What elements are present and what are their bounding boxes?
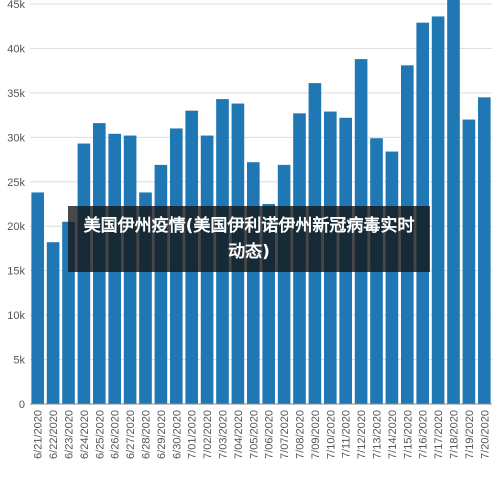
bar: [385, 151, 399, 404]
x-tick-label: 6/30/2020: [171, 410, 183, 459]
title-overlay: 美国伊州疫情(美国伊利诺伊州新冠病毒实时动态): [68, 206, 430, 272]
x-tick-label: 6/23/2020: [64, 410, 76, 459]
x-tick-label: 6/28/2020: [141, 410, 153, 459]
x-tick-label: 6/24/2020: [79, 410, 91, 459]
x-tick-label: 6/21/2020: [33, 410, 45, 459]
bar: [46, 242, 60, 404]
x-tick-label: 7/01/2020: [187, 410, 199, 459]
x-tick-label: 7/14/2020: [387, 410, 399, 459]
x-tick-label: 7/08/2020: [295, 410, 307, 459]
x-tick-label: 7/07/2020: [279, 410, 291, 459]
x-tick-label: 6/27/2020: [125, 410, 137, 459]
y-tick-label: 40k: [7, 43, 25, 55]
y-tick-label: 35k: [7, 88, 25, 100]
y-tick-label: 45k: [7, 0, 25, 11]
x-tick-label: 7/20/2020: [479, 410, 491, 459]
x-tick-label: 7/06/2020: [264, 410, 276, 459]
bar: [154, 164, 168, 404]
y-tick-label: 15k: [7, 266, 25, 278]
bar: [447, 0, 460, 404]
y-tick-label: 5k: [13, 355, 25, 367]
x-tick-label: 7/10/2020: [325, 410, 337, 459]
bar: [77, 143, 91, 405]
y-tick-label: 10k: [7, 310, 25, 322]
x-tick-label: 7/17/2020: [433, 410, 445, 459]
x-tick-label: 7/19/2020: [464, 410, 476, 459]
bar: [277, 164, 291, 404]
x-tick-label: 6/25/2020: [94, 410, 106, 459]
x-tick-label: 7/11/2020: [341, 410, 353, 458]
y-tick-label: 0: [19, 399, 25, 411]
x-tick-label: 7/03/2020: [218, 410, 230, 459]
x-tick-label: 7/18/2020: [449, 410, 461, 459]
bar: [31, 192, 45, 404]
x-tick-label: 7/13/2020: [372, 410, 384, 459]
x-tick-label: 7/15/2020: [402, 410, 414, 459]
x-tick-label: 6/26/2020: [110, 410, 122, 459]
y-tick-label: 20k: [7, 221, 25, 233]
y-tick-label: 25k: [7, 177, 25, 189]
bar: [431, 16, 445, 404]
x-tick-label: 7/16/2020: [418, 410, 430, 459]
x-tick-label: 6/29/2020: [156, 410, 168, 459]
x-tick-label: 7/05/2020: [248, 410, 260, 459]
x-tick-label: 7/04/2020: [233, 410, 245, 459]
bar: [246, 162, 260, 404]
bar: [477, 97, 491, 404]
overlay-title: 美国伊州疫情(美国伊利诺伊州新冠病毒实时动态): [83, 216, 415, 262]
x-tick-label: 7/12/2020: [356, 410, 368, 459]
y-tick-label: 30k: [7, 132, 25, 144]
x-tick-label: 7/02/2020: [202, 410, 214, 459]
x-tick-label: 7/09/2020: [310, 410, 322, 459]
x-tick-label: 6/22/2020: [48, 410, 60, 459]
bar: [462, 119, 476, 405]
